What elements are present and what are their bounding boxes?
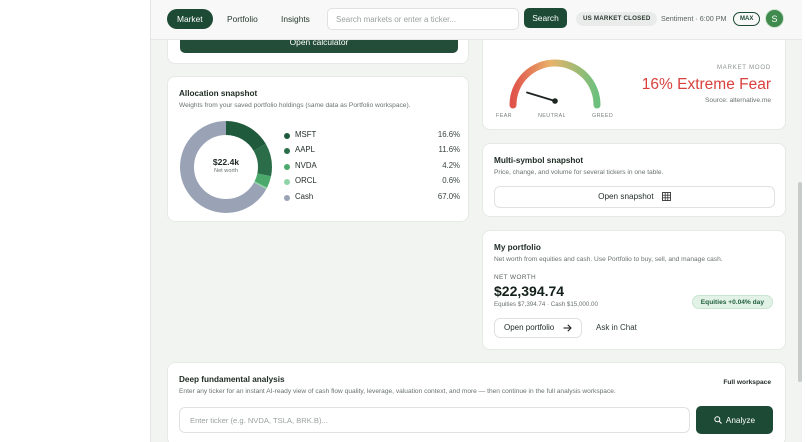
tab-market[interactable]: Market [167, 9, 213, 29]
tab-portfolio[interactable]: Portfolio [227, 14, 258, 24]
portfolio-title: My portfolio [494, 243, 541, 252]
gauge-fear-label: FEAR [496, 113, 512, 119]
snapshot-card: Multi-symbol snapshot Price, change, and… [482, 143, 786, 217]
net-worth-value: $22,394.74 [494, 283, 565, 299]
legend-dot [284, 195, 290, 201]
sentiment-time: Sentiment · 6:00 PM [661, 14, 727, 23]
tab-insights[interactable]: Insights [281, 14, 310, 24]
donut-center-label: Net worth [214, 168, 238, 174]
arrow-right-icon [563, 324, 572, 332]
legend-dot [284, 148, 290, 154]
full-workspace-link[interactable]: Full workspace [723, 379, 771, 386]
deep-analysis-subtitle: Enter any ticker for an instant AI-ready… [179, 388, 616, 395]
net-worth-label: NET WORTH [494, 274, 537, 281]
day-change-badge: Equities +0.04% day [691, 295, 773, 309]
scrollbar[interactable] [798, 40, 802, 442]
gauge-arc [509, 59, 601, 109]
main-page: Market Portfolio Insights Search US MARK… [150, 0, 802, 442]
max-badge[interactable]: MAX [733, 12, 761, 26]
portfolio-card: My portfolio Net worth from equities and… [482, 230, 786, 350]
legend-item-orcl: ORCL 0.6% [284, 176, 460, 188]
deep-analysis-title: Deep fundamental analysis [179, 375, 285, 384]
search-button[interactable]: Search [524, 8, 567, 28]
allocation-donut [180, 121, 272, 213]
search-input[interactable] [327, 8, 519, 30]
avatar[interactable]: S [765, 9, 784, 28]
gauge-needle [526, 91, 556, 102]
table-grid-icon [661, 192, 671, 202]
allocation-card: Allocation snapshot Weights from your sa… [167, 76, 469, 222]
open-snapshot-button[interactable]: Open snapshot [494, 186, 775, 208]
allocation-title: Allocation snapshot [179, 89, 258, 98]
allocation-subtitle: Weights from your saved portfolio holdin… [179, 102, 411, 109]
portfolio-subtitle: Net worth from equities and cash. Use Po… [494, 256, 723, 263]
analyze-label: Analyze [725, 415, 756, 425]
market-mood-value: 16% Extreme Fear [641, 76, 771, 93]
legend-item-aapl: AAPL 11.6% [284, 145, 460, 157]
search-icon [714, 416, 722, 425]
donut-segment-aapl [180, 121, 272, 213]
scrollbar-thumb[interactable] [798, 182, 802, 382]
market-status-badge: US MARKET CLOSED [576, 12, 658, 26]
legend-item-nvda: NVDA 4.2% [284, 161, 460, 173]
open-portfolio-label: Open portfolio [504, 323, 555, 332]
deep-analysis-card: Deep fundamental analysis Enter any tick… [167, 362, 786, 442]
top-nav: Market Portfolio Insights Search US MARK… [151, 0, 802, 40]
gauge-greed-label: GREED [592, 113, 614, 119]
market-mood-source: Source: alternative.me [705, 97, 771, 104]
gauge-hub [552, 98, 558, 104]
snapshot-subtitle: Price, change, and volume for several ti… [494, 169, 664, 176]
market-mood-heading: MARKET MOOD [716, 65, 771, 71]
analyze-button[interactable]: Analyze [696, 406, 773, 434]
legend-item-cash: Cash 67.0% [284, 192, 460, 204]
legend-dot [284, 133, 290, 139]
open-snapshot-label: Open snapshot [598, 192, 654, 201]
gauge-neutral-label: NEUTRAL [538, 113, 566, 119]
ask-in-chat-link[interactable]: Ask in Chat [596, 323, 637, 332]
ticker-input[interactable] [179, 407, 690, 433]
net-worth-detail: Equities $7,394.74 · Cash $15,000.00 [494, 301, 598, 308]
legend-dot [284, 164, 290, 170]
donut-segment-cash [180, 121, 272, 213]
open-portfolio-button[interactable]: Open portfolio [494, 318, 582, 338]
market-mood-card: FEAR NEUTRAL GREED MARKET MOOD 16% Extre… [482, 34, 786, 130]
legend-item-msft: MSFT 16.6% [284, 130, 460, 142]
snapshot-title: Multi-symbol snapshot [494, 156, 584, 165]
donut-center-value: $22.4k [212, 157, 240, 167]
legend-dot [284, 179, 290, 185]
fear-greed-gauge [509, 59, 601, 109]
